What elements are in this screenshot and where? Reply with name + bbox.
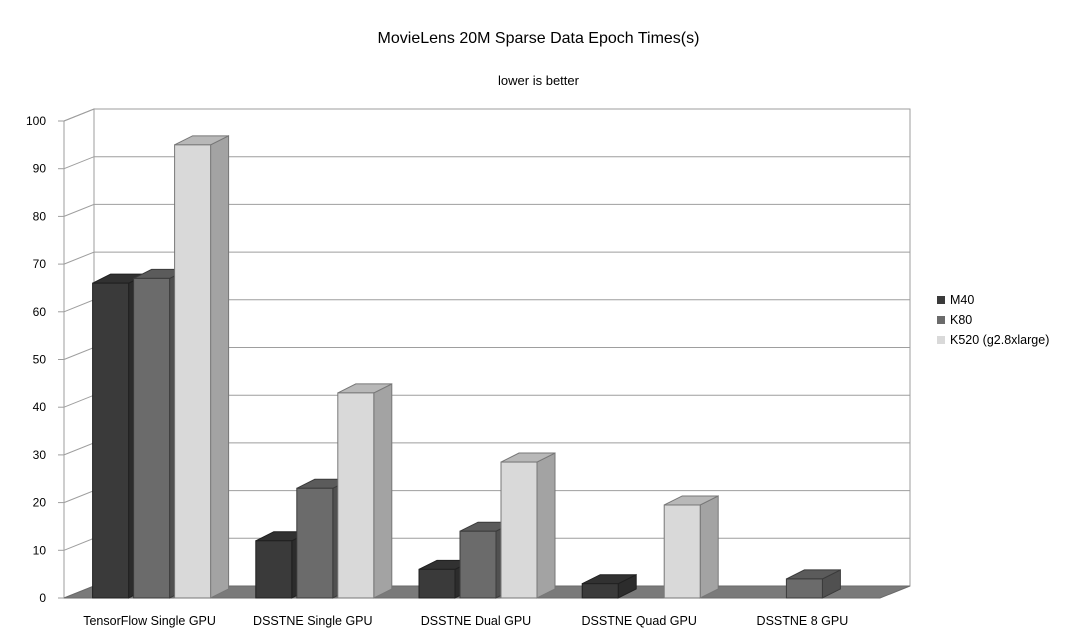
bar-side <box>699 495 719 599</box>
x-tick-label: DSSTNE Single GPU <box>253 614 372 628</box>
bar-side <box>373 383 393 599</box>
y-tick-label: 100 <box>26 114 46 128</box>
x-tick-label: DSSTNE Dual GPU <box>421 614 531 628</box>
gridline <box>63 156 910 170</box>
x-tick-label: TensorFlow Single GPU <box>83 614 216 628</box>
bar-front <box>296 487 334 599</box>
chart-title: MovieLens 20M Sparse Data Epoch Times(s) <box>377 30 700 47</box>
legend-swatch-k520 <box>937 336 945 344</box>
bar-k520-2 <box>500 452 556 599</box>
y-tick-label: 10 <box>33 543 47 557</box>
bar-front <box>418 568 456 599</box>
legend-item-k520: K520 (g2.8xlarge) <box>937 330 1049 350</box>
y-tick-label: 60 <box>33 305 47 319</box>
y-tick-label: 50 <box>33 353 47 367</box>
legend-item-k80: K80 <box>937 310 1049 330</box>
bar-front <box>337 392 375 599</box>
bar-front <box>459 530 497 599</box>
legend-item-m40: M40 <box>937 290 1049 310</box>
legend-swatch-k80 <box>937 316 945 324</box>
bar-k80-4 <box>785 569 841 599</box>
bar-front <box>174 144 212 599</box>
legend-label-k520: K520 (g2.8xlarge) <box>950 333 1050 347</box>
y-tick-label: 90 <box>33 162 47 176</box>
legend: M40 K80 K520 (g2.8xlarge) <box>937 290 1049 350</box>
legend-label-m40: M40 <box>950 293 975 307</box>
x-tick-label: DSSTNE Quad GPU <box>582 614 697 628</box>
bar-front <box>92 282 130 599</box>
gridline <box>63 251 910 265</box>
x-tick-label: DSSTNE 8 GPU <box>757 614 849 628</box>
y-tick-label: 40 <box>33 400 47 414</box>
bar-front <box>500 461 538 599</box>
bars <box>92 135 841 599</box>
y-tick-label: 80 <box>33 209 47 223</box>
bar-k520-0 <box>174 135 230 599</box>
bar-side <box>536 452 556 599</box>
bar-side <box>210 135 230 599</box>
y-tick-label: 30 <box>33 448 47 462</box>
bar-m40-3 <box>581 573 637 599</box>
bar-front <box>255 540 293 599</box>
chart-subtitle: lower is better <box>498 73 579 88</box>
legend-label-k80: K80 <box>950 313 973 327</box>
y-tick-label: 0 <box>39 591 46 605</box>
y-tick-label: 70 <box>33 257 47 271</box>
gridline <box>63 203 910 217</box>
bar-k520-3 <box>663 495 719 599</box>
bar-front <box>133 277 171 599</box>
legend-swatch-m40 <box>937 296 945 304</box>
bar-k520-1 <box>337 383 393 599</box>
y-tick-label: 20 <box>33 496 47 510</box>
bar-front <box>581 583 619 599</box>
gridline <box>63 108 910 122</box>
bar-front <box>663 504 701 599</box>
bar-front <box>785 578 823 599</box>
